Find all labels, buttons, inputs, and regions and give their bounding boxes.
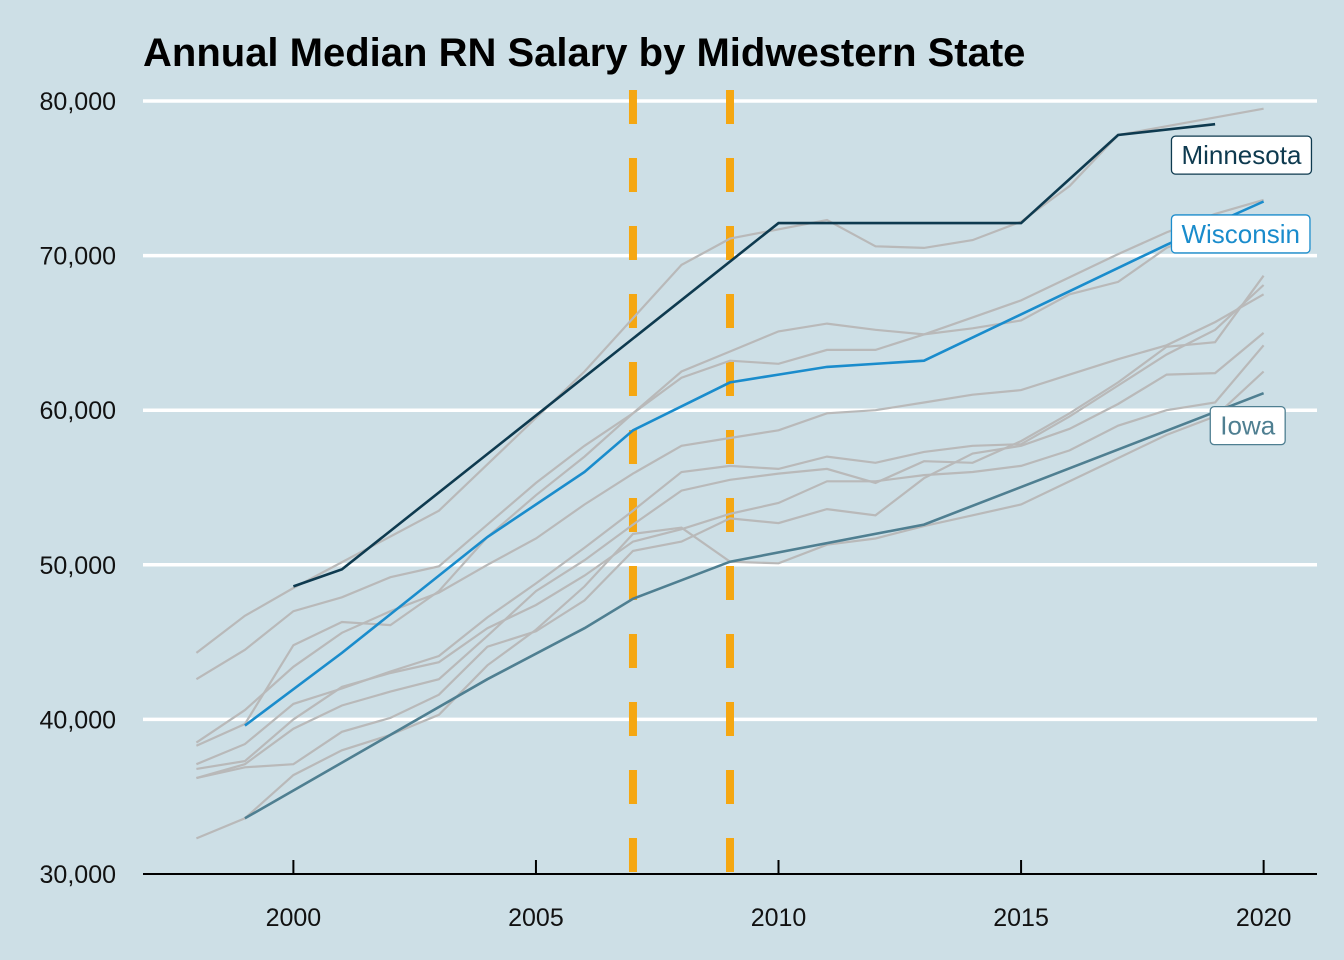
chart-title: Annual Median RN Salary by Midwestern St… — [143, 31, 1025, 75]
x-tick-label: 2015 — [993, 904, 1049, 932]
background-series-line — [195, 293, 1265, 744]
series-label-box — [1170, 214, 1311, 254]
series-label-minnesota: Minnesota — [1170, 135, 1313, 175]
y-tick-label: 70,000 — [40, 243, 116, 271]
background-series-line — [195, 107, 1264, 654]
background-series-line — [195, 214, 1264, 681]
x-tick-label: 2000 — [266, 904, 322, 932]
x-axis-ticks: 2000 2005 2010 2015 2020 — [266, 860, 1292, 932]
series-line-iowa — [244, 391, 1265, 820]
x-tick-label: 2020 — [1236, 904, 1292, 932]
background-series-line — [196, 332, 1265, 780]
series-label-text: Minnesota — [1181, 140, 1301, 170]
background-series-line — [196, 275, 1265, 780]
series-label-text: Wisconsin — [1181, 219, 1299, 249]
y-tick-label: 50,000 — [40, 552, 116, 580]
y-tick-label: 40,000 — [40, 706, 116, 734]
y-tick-label: 30,000 — [40, 861, 116, 889]
y-axis-ticks: 30,000 40,000 50,000 60,000 70,000 80,000 — [40, 88, 116, 889]
x-tick-label: 2010 — [751, 904, 807, 932]
background-series-line — [195, 198, 1264, 747]
y-tick-label: 60,000 — [40, 397, 116, 425]
series-label-wisconsin: Wisconsin — [1170, 214, 1311, 254]
background-series-line — [196, 344, 1265, 770]
series-line-minnesota — [292, 122, 1216, 588]
series-label-box — [1170, 135, 1313, 175]
x-tick-label: 2005 — [508, 904, 564, 932]
series-labels: Minnesota Wisconsin Iowa — [1170, 135, 1313, 446]
series-line-wisconsin — [244, 200, 1265, 727]
y-tick-label: 80,000 — [40, 88, 116, 116]
series-label-iowa: Iowa — [1209, 406, 1286, 446]
series-label-text: Iowa — [1220, 411, 1275, 441]
highlighted-series — [244, 122, 1265, 820]
series-label-box — [1209, 406, 1286, 446]
